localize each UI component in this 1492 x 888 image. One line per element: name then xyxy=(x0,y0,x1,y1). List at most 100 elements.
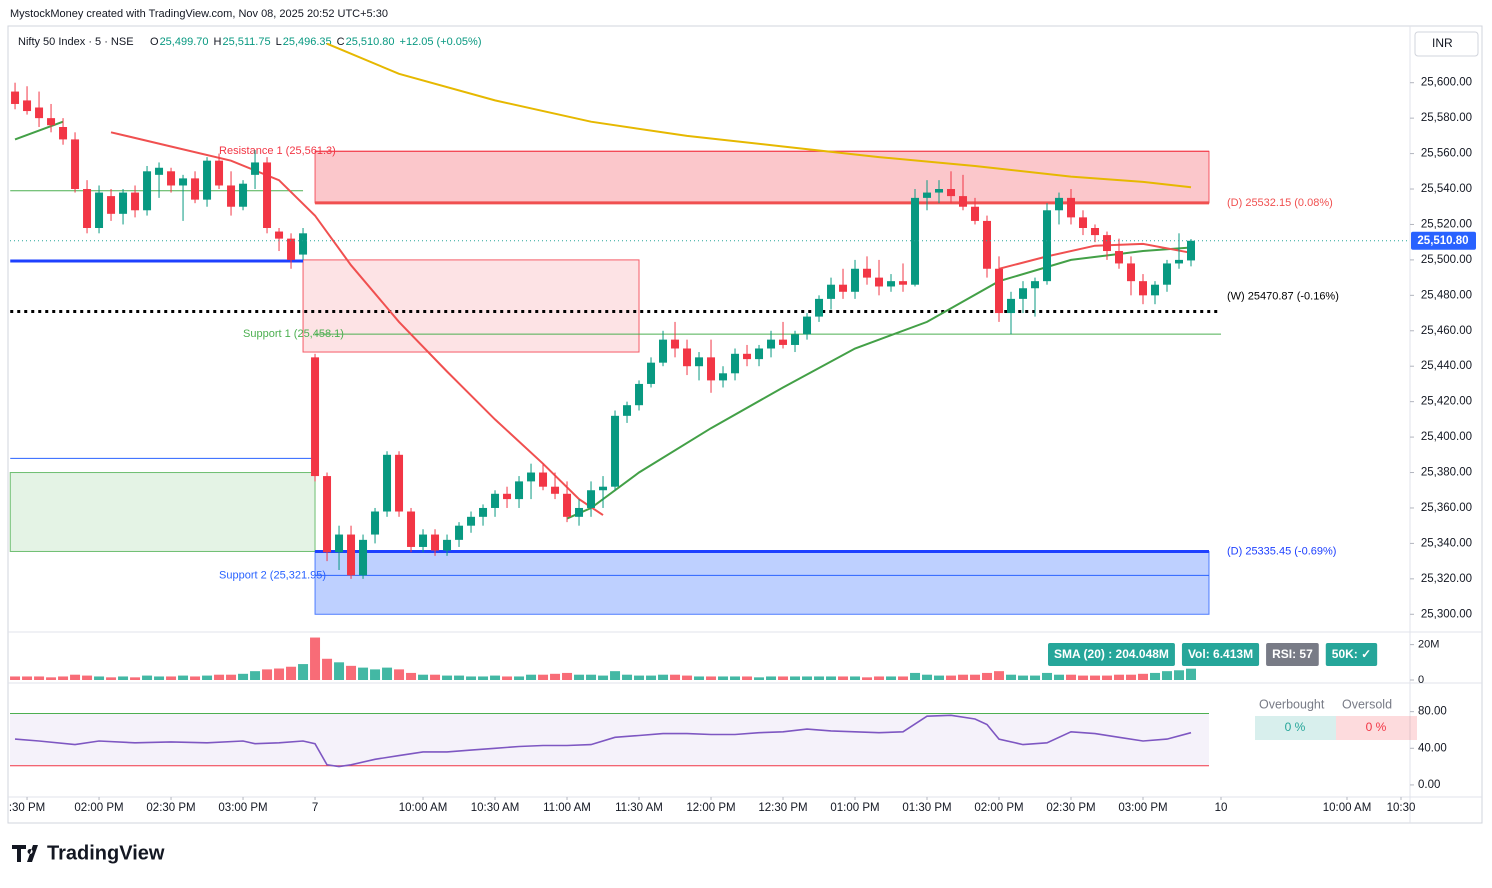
y-tick-label: 0.00 xyxy=(1418,779,1440,791)
volume-bar xyxy=(430,674,441,680)
x-tick-label: :30 PM xyxy=(9,802,45,814)
y-tick-label: 25,560.00 xyxy=(1421,148,1472,160)
volume-bar xyxy=(94,676,105,680)
candle-body xyxy=(95,192,104,228)
volume-bar xyxy=(946,675,957,680)
volume-bar xyxy=(886,676,897,680)
volume-bar xyxy=(10,676,21,680)
candle-body xyxy=(1007,298,1016,314)
candle-body xyxy=(443,539,452,551)
volume-bar xyxy=(166,676,177,680)
table-cell xyxy=(1336,716,1417,740)
candle-body xyxy=(707,357,716,381)
volume-bar xyxy=(622,674,633,680)
badge-text: 50K: ✓ xyxy=(1332,647,1371,661)
logo: TradingView xyxy=(12,842,165,864)
volume-bar xyxy=(418,674,429,680)
volume-bar xyxy=(130,677,141,680)
volume-bar xyxy=(910,672,921,680)
candle-body xyxy=(395,454,404,512)
legend-key: L xyxy=(276,36,282,48)
volume-bar xyxy=(790,676,801,680)
y-tick-label: 25,400.00 xyxy=(1421,431,1472,443)
y-tick-label: 25,340.00 xyxy=(1421,537,1472,549)
volume-bar xyxy=(982,672,993,680)
candle-body xyxy=(923,192,932,198)
volume-bar xyxy=(766,676,777,680)
volume-bar xyxy=(406,672,417,680)
volume-bar xyxy=(478,676,489,680)
zone xyxy=(314,150,1210,204)
candle-body xyxy=(1175,259,1184,264)
candle-body xyxy=(731,353,740,374)
volume-bar xyxy=(142,675,153,680)
volume-bar xyxy=(526,674,537,680)
x-tick-label: 12:30 PM xyxy=(758,802,807,814)
candle-body xyxy=(215,160,224,186)
volume-bar xyxy=(58,676,69,680)
candle-body xyxy=(491,493,500,508)
volume-bar xyxy=(346,665,357,680)
candle-body xyxy=(1163,263,1172,285)
y-tick-label: 20M xyxy=(1418,639,1439,651)
volume-bar xyxy=(178,675,189,680)
y-tick-label: 25,500.00 xyxy=(1421,254,1472,266)
candle-body xyxy=(419,534,428,547)
candle-body xyxy=(611,415,620,487)
candle-body xyxy=(779,339,788,345)
volume-bar xyxy=(1150,672,1161,680)
symbol-title: Nifty 50 Index · 5 · NSE xyxy=(18,36,134,48)
price-pane: 25,300.00 25,320.00 25,340.00 25,360.00 25,3… xyxy=(9,42,1476,620)
candle-body xyxy=(179,178,188,186)
candle-body xyxy=(455,525,464,540)
volume-bar xyxy=(826,676,837,680)
y-tick-label: 25,580.00 xyxy=(1421,112,1472,124)
candle-body xyxy=(155,167,164,175)
volume-bar xyxy=(778,676,789,680)
y-tick-label: 25,320.00 xyxy=(1421,573,1472,585)
badge: RSI: 57 xyxy=(1266,643,1319,666)
volume-bar xyxy=(442,675,453,680)
candle-body xyxy=(983,220,992,269)
volume-bar xyxy=(658,674,669,680)
badge: Vol: 6.413M xyxy=(1181,643,1260,666)
candle-body xyxy=(851,268,860,292)
candle-body xyxy=(863,268,872,278)
volume-bar xyxy=(214,674,225,680)
candle-body xyxy=(47,118,56,126)
moving-average xyxy=(110,131,1192,516)
legend-value: 25,510.80 xyxy=(346,36,395,48)
x-tick-label: 02:30 PM xyxy=(1046,802,1095,814)
candle-body xyxy=(1127,263,1136,282)
volume-bar xyxy=(874,676,885,680)
volume-bar xyxy=(250,671,261,680)
candle-body xyxy=(1103,235,1112,252)
candle-body xyxy=(1019,288,1028,299)
volume-bar xyxy=(634,675,645,680)
badge-text: SMA (20) : 204.048M xyxy=(1054,647,1169,661)
volume-bar xyxy=(1126,674,1137,680)
volume-bar xyxy=(802,676,813,680)
volume-bar xyxy=(502,676,513,680)
volume-bar xyxy=(1066,674,1077,680)
volume-bar xyxy=(682,675,693,680)
level-label: (W) 25470.87 (-0.16%) xyxy=(1227,290,1339,302)
credit: MystockMoney created with TradingView.co… xyxy=(10,8,388,20)
candle-body xyxy=(995,268,1004,314)
legend-value: 25,496.35 xyxy=(283,36,332,48)
volume-bar xyxy=(262,669,273,680)
volume-bar xyxy=(1090,675,1101,680)
y-tick-label: 25,460.00 xyxy=(1421,325,1472,337)
candle-body xyxy=(875,277,884,287)
y-tick-label: 25,300.00 xyxy=(1421,608,1472,620)
currency-box[interactable] xyxy=(1414,31,1479,57)
badge-box xyxy=(1266,643,1319,666)
legend-value: +12.05 (+0.05%) xyxy=(400,36,482,48)
legend-value: 25,499.70 xyxy=(160,36,209,48)
x-tick-label: 01:30 PM xyxy=(902,802,951,814)
candle-body xyxy=(887,281,896,287)
badge: SMA (20) : 204.048M xyxy=(1048,643,1175,666)
candle-body xyxy=(659,339,668,363)
candle-body xyxy=(1115,251,1124,264)
